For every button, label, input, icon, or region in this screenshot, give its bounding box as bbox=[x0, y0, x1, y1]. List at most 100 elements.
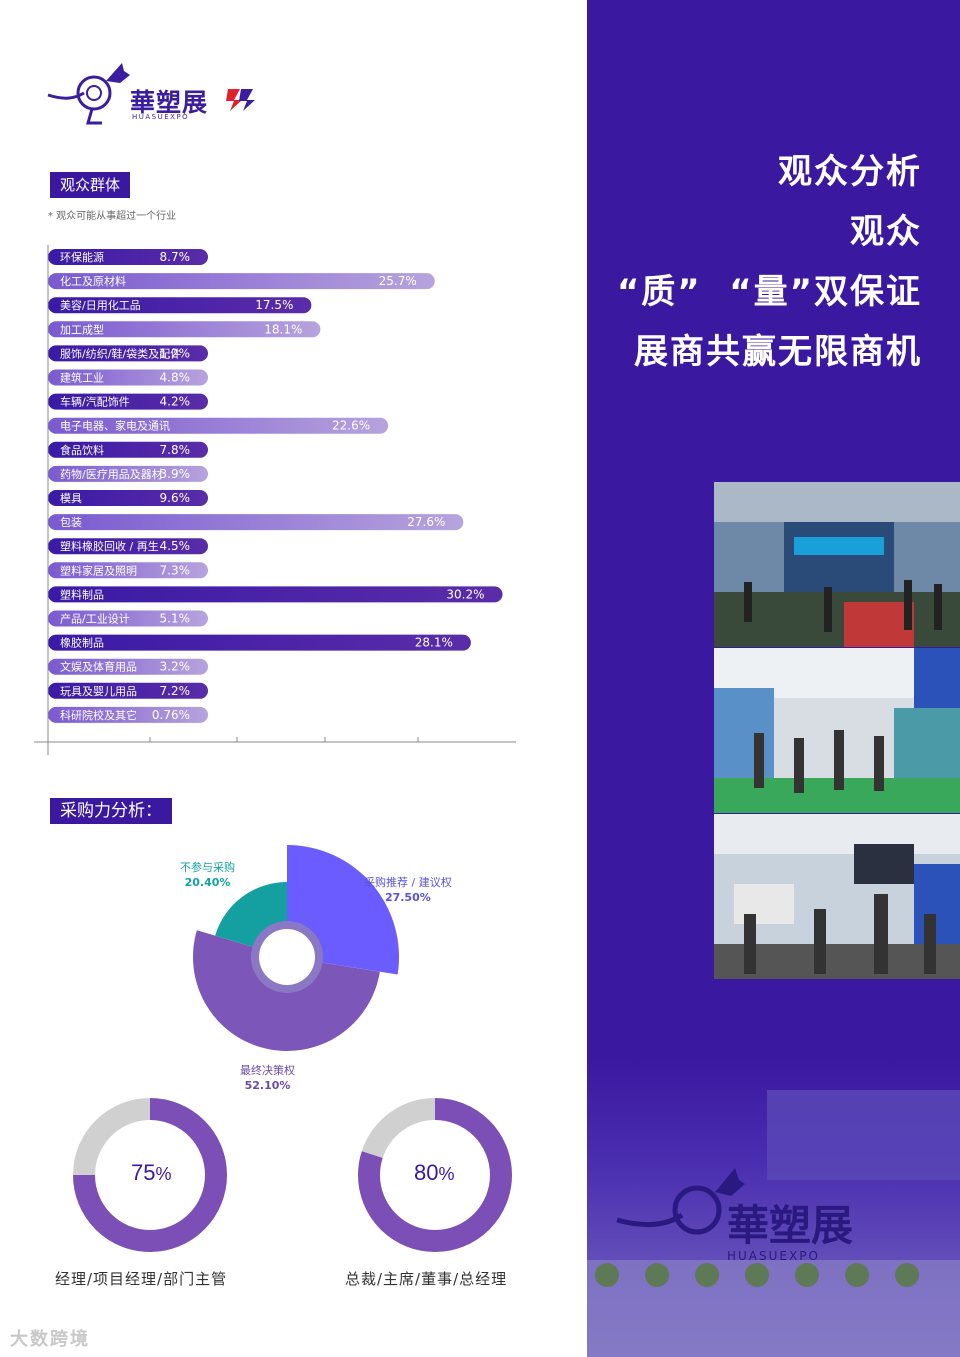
bar-category-label: 电子电器、家电及通讯 bbox=[60, 419, 170, 433]
donut-segment bbox=[358, 1098, 512, 1252]
bar-category-label: 环保能源 bbox=[60, 250, 104, 264]
pie-slice-value: 52.10% bbox=[244, 1079, 291, 1092]
bar bbox=[48, 465, 208, 482]
bar bbox=[48, 634, 471, 651]
bar bbox=[48, 441, 208, 458]
expo-photo-2 bbox=[714, 648, 960, 813]
bar-category-label: 加工成型 bbox=[60, 322, 104, 336]
bar-category-label: 橡胶制品 bbox=[60, 636, 104, 650]
bar bbox=[48, 249, 208, 265]
pie-hole bbox=[259, 929, 315, 985]
bar bbox=[48, 610, 208, 627]
bar-category-label: 塑料橡胶回收 / 再生 bbox=[60, 539, 159, 553]
bar-category-label: 美容/日用化工品 bbox=[60, 298, 141, 312]
bar-value-label: 4.8% bbox=[160, 371, 191, 385]
headline-3: “质” “量”双保证 bbox=[616, 272, 922, 312]
bar-chart-svg: 环保能源 8.7% 化工及原材料 25.7% 美容/日用化工品 17.5% 加工成型 18.1… bbox=[34, 245, 516, 755]
bar-value-label: 0.76% bbox=[152, 708, 190, 722]
audience-tag: 观众群体 bbox=[50, 172, 131, 198]
bar bbox=[48, 538, 208, 555]
donut-75 bbox=[73, 1098, 227, 1252]
ring-80-value: 80% bbox=[414, 1160, 455, 1185]
expo-photo-1 bbox=[714, 482, 960, 647]
purchase-tag: 采购力分析： bbox=[50, 798, 172, 824]
expo-photo-3 bbox=[714, 814, 960, 979]
bar-category-label: 塑料制品 bbox=[60, 587, 104, 601]
bar-category-label: 建筑工业 bbox=[60, 371, 104, 385]
gate-logo-sub: HUASUEXPO bbox=[727, 1249, 820, 1263]
pie-label-final: 最终决策权 52.10% bbox=[240, 1063, 295, 1093]
bar-value-label: 7.8% bbox=[160, 443, 191, 457]
bar bbox=[48, 393, 208, 410]
bar bbox=[48, 345, 208, 362]
bar-value-label: 17.5% bbox=[255, 298, 293, 312]
kangaroo-logo-icon bbox=[47, 63, 130, 125]
bar-value-label: 22.6% bbox=[332, 419, 370, 433]
bar-value-label: 7.3% bbox=[160, 563, 191, 577]
bar-category-label: 科研院校及其它 bbox=[60, 708, 137, 722]
ring-80-caption: 总裁/主席/董事/总经理 bbox=[345, 1270, 508, 1288]
bar-value-label: 9.6% bbox=[160, 491, 191, 505]
bar-value-label: 4.5% bbox=[160, 539, 191, 553]
bar-category-label: 食品饮料 bbox=[60, 443, 104, 457]
pie-slice-value: 27.50% bbox=[384, 891, 431, 904]
bar bbox=[48, 562, 208, 579]
bar-category-label: 车辆/汽配饰件 bbox=[60, 395, 130, 409]
bar-category-label: 塑料家居及照明 bbox=[60, 563, 137, 577]
bar-value-label: 1.2% bbox=[160, 346, 191, 360]
gate-logo-text: 華塑展 bbox=[727, 1201, 853, 1250]
bar bbox=[48, 417, 389, 434]
bar bbox=[48, 297, 312, 314]
headline-2: 观众 bbox=[850, 212, 922, 252]
logo-name: 華塑展 bbox=[130, 88, 209, 117]
bar bbox=[48, 321, 321, 338]
bar-category-label: 产品/工业设计 bbox=[60, 612, 130, 626]
bar-category-label: 药物/医疗用品及器材 bbox=[60, 467, 163, 481]
huasu-logo: 華塑展 HUASUEXPO bbox=[44, 55, 259, 130]
bar-value-label: 3.2% bbox=[160, 660, 191, 674]
bar-category-label: 服饰/纺织/鞋/袋类及配件 bbox=[60, 346, 181, 360]
bar-category-label: 化工及原材料 bbox=[60, 274, 126, 288]
headline-4: 展商共赢无限商机 bbox=[634, 332, 922, 372]
bar-category-label: 包装 bbox=[60, 516, 82, 529]
bar bbox=[48, 514, 464, 531]
bar-value-label: 27.6% bbox=[407, 515, 445, 529]
audience-note: * 观众可能从事超过一个行业 bbox=[48, 211, 177, 222]
pie-slice-label: 最终决策权 bbox=[240, 1064, 295, 1077]
right-panel: 观众分析 观众 “质” “量”双保证 展商共赢无限商机 bbox=[587, 0, 960, 1357]
bar bbox=[48, 658, 208, 675]
headline-1: 观众分析 bbox=[778, 152, 922, 192]
bar-value-label: 4.2% bbox=[160, 395, 191, 409]
bar-value-label: 25.7% bbox=[379, 274, 417, 288]
purchase-pie-chart bbox=[193, 845, 399, 1051]
pie-slice-value: 20.40% bbox=[184, 876, 231, 889]
ss-mark-icon bbox=[226, 89, 255, 111]
bar bbox=[48, 682, 208, 699]
bar bbox=[48, 273, 435, 290]
bar-category-label: 玩具及婴儿用品 bbox=[60, 685, 137, 698]
donut-segment bbox=[73, 1098, 227, 1252]
bar-category-label: 模具 bbox=[60, 492, 82, 505]
expo-gate-image: 華塑展 HUASUEXPO bbox=[587, 1060, 960, 1357]
pie-label-recommend: 采购推荐 / 建议权 27.50% bbox=[364, 875, 452, 905]
bar-value-label: 28.1% bbox=[415, 636, 453, 650]
donut-80 bbox=[358, 1098, 512, 1252]
bar-value-label: 7.2% bbox=[160, 684, 191, 698]
bar-value-label: 3.9% bbox=[160, 467, 191, 481]
audience-bar-chart: 环保能源 8.7% 化工及原材料 25.7% 美容/日用化工品 17.5% 加工成型 18.1… bbox=[0, 0, 587, 770]
bar bbox=[48, 490, 208, 506]
pie-slice-label: 不参与采购 bbox=[180, 861, 235, 874]
ring-75-caption: 经理/项目经理/部门主管 bbox=[55, 1270, 228, 1288]
pie-slice-label: 采购推荐 / 建议权 bbox=[364, 876, 452, 889]
bar-value-label: 18.1% bbox=[264, 322, 302, 336]
bar-value-label: 30.2% bbox=[446, 587, 484, 601]
bar bbox=[48, 706, 208, 723]
ring-75-value: 75% bbox=[131, 1160, 172, 1185]
pie-label-no-purchase: 不参与采购 20.40% bbox=[180, 860, 235, 890]
bar-value-label: 5.1% bbox=[160, 612, 191, 626]
bar-category-label: 文娱及体育用品 bbox=[60, 660, 137, 674]
bar-value-label: 8.7% bbox=[160, 250, 191, 264]
left-panel: 華塑展 HUASUEXPO 观众群体 * 观众可能从事超过一个行业 环保能源 8.… bbox=[0, 0, 587, 1350]
bar bbox=[48, 369, 208, 386]
watermark: 大数跨境 bbox=[10, 1329, 90, 1350]
